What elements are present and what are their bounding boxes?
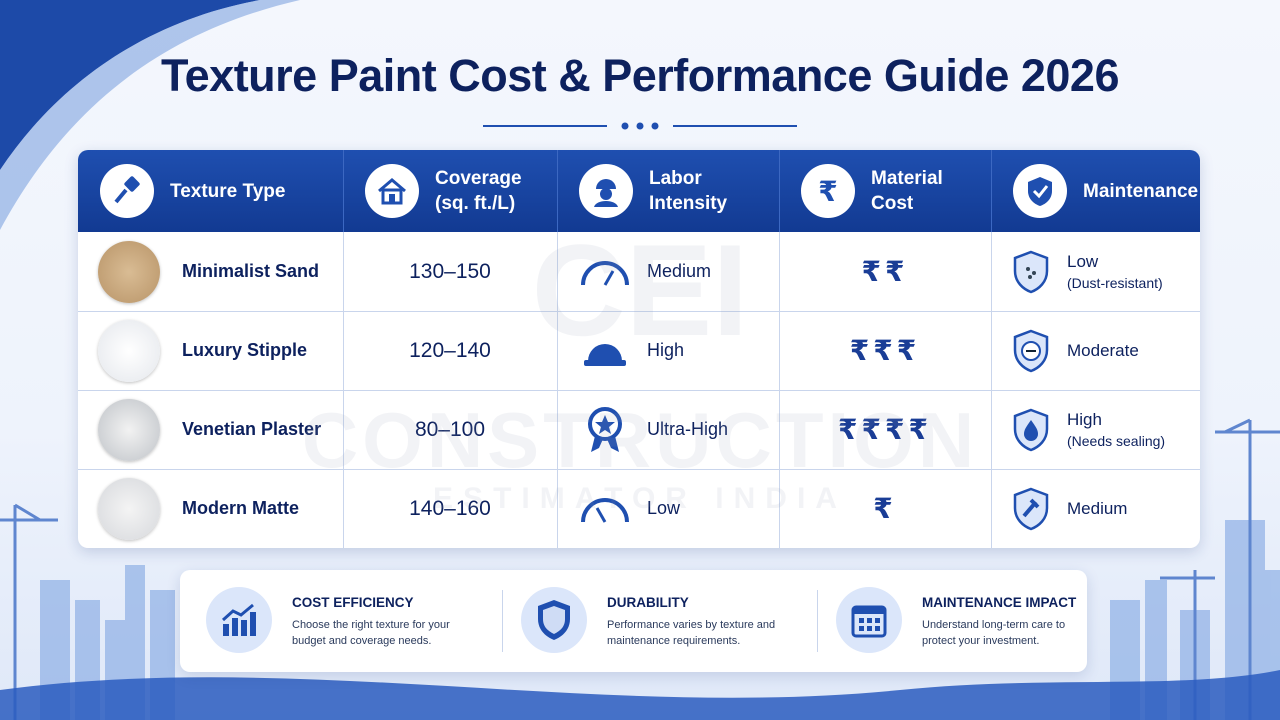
card-text: Choose the right texture for your budget…: [292, 619, 450, 647]
column-header: ₹ Material Cost: [779, 150, 991, 232]
column-divider: [343, 150, 344, 232]
highlights-panel: COST EFFICIENCY Choose the right texture …: [180, 570, 1087, 672]
header-icon: [579, 164, 633, 218]
texture-cell: Minimalist Sand: [78, 232, 343, 311]
texture-name: Venetian Plaster: [182, 419, 322, 439]
labor-level: High: [647, 340, 685, 360]
header-label: Material Cost: [871, 168, 943, 214]
texture-swatch: [98, 477, 160, 540]
texture-name: Luxury Stipple: [182, 340, 308, 360]
page-title: Texture Paint Cost & Performance Guide 2…: [161, 50, 1119, 101]
column-divider: [557, 150, 558, 232]
maintenance-icon: [1011, 328, 1051, 374]
maintenance-level: High: [1067, 410, 1102, 429]
labor-icon: [577, 333, 633, 369]
labor-level: Ultra-High: [647, 419, 729, 439]
header-label: Texture Type: [170, 180, 286, 202]
column-header: Texture Type: [78, 150, 343, 232]
texture-swatch: [98, 319, 160, 382]
maintenance-text: Medium: [1067, 499, 1127, 519]
labor-cell: Low: [557, 469, 779, 548]
labor-level: Medium: [647, 261, 712, 281]
maintenance-note: (Dust-resistant): [1067, 275, 1163, 291]
material-cost: ₹₹: [861, 256, 909, 287]
labor-cell: High: [557, 311, 779, 390]
texture-swatch: [98, 240, 160, 303]
card-title: DURABILITY: [607, 595, 689, 610]
maintenance-text: Moderate: [1067, 341, 1139, 361]
card-divider: [502, 590, 503, 652]
labor-icon: [577, 255, 633, 289]
header-icon: ₹: [801, 164, 855, 218]
texture-cell: Luxury Stipple: [78, 311, 343, 390]
material-cost: ₹₹₹₹: [838, 414, 932, 445]
header-icon: [365, 164, 419, 218]
labor-cell: Medium: [557, 232, 779, 311]
header-icon: [1013, 164, 1067, 218]
maintenance-cell: Low (Dust-resistant): [991, 232, 1200, 311]
maintenance-icon: [1011, 486, 1051, 532]
maintenance-cell: Medium: [991, 469, 1200, 548]
maintenance-level: Medium: [1067, 498, 1128, 518]
texture-cell: Venetian Plaster: [78, 390, 343, 469]
card-title: COST EFFICIENCY: [292, 595, 414, 610]
row-divider: [78, 311, 1200, 312]
watermark-line: ESTIMATOR INDIA: [433, 482, 847, 515]
header-label: Labor Intensity: [649, 168, 728, 214]
texture-swatch: [98, 398, 160, 461]
maintenance-note: (Needs sealing): [1067, 433, 1166, 449]
maintenance-icon: [1011, 249, 1051, 295]
header-label: Maintenance: [1083, 180, 1199, 202]
coverage-value: 130–150: [409, 259, 491, 283]
column-divider: [779, 150, 780, 232]
labor-cell: Ultra-High: [557, 390, 779, 469]
labor-level: Low: [647, 498, 681, 518]
texture-name: Minimalist Sand: [182, 261, 320, 281]
table-header: Texture Type Coverage (sq. ft./L) Labor In…: [78, 150, 1200, 232]
row-divider: [78, 390, 1200, 391]
card-icon: [521, 587, 587, 653]
card-title: MAINTENANCE IMPACT: [922, 595, 1077, 610]
coverage-value: 120–140: [409, 338, 491, 362]
watermark-mark: CEI: [531, 217, 749, 363]
column-header: Maintenance: [991, 150, 1200, 232]
maintenance-text: Low (Dust-resistant): [1067, 252, 1163, 291]
maintenance-level: Moderate: [1067, 340, 1139, 360]
column-divider: [991, 150, 992, 232]
card-divider: [817, 590, 818, 652]
labor-icon: [577, 406, 633, 454]
card-icon: [206, 587, 272, 653]
header-icon: [100, 164, 154, 218]
maintenance-cell: Moderate: [991, 311, 1200, 390]
column-header: Labor Intensity: [557, 150, 779, 232]
maintenance-level: Low: [1067, 252, 1099, 271]
watermark-line: CONSTRUCTION: [301, 396, 979, 484]
maintenance-icon: [1011, 407, 1051, 453]
maintenance-cell: High (Needs sealing): [991, 390, 1200, 469]
column-header: Coverage (sq. ft./L): [343, 150, 557, 232]
svg-text:₹: ₹: [818, 176, 837, 207]
cost-table: Texture Type Coverage (sq. ft./L) Labor In…: [78, 150, 1200, 548]
header-label: Coverage (sq. ft./L): [435, 168, 522, 214]
coverage-value: 80–100: [414, 417, 486, 441]
maintenance-text: High (Needs sealing): [1067, 410, 1165, 449]
material-cost: ₹: [873, 493, 897, 524]
coverage-value: 140–160: [409, 496, 491, 520]
material-cost: ₹₹₹: [849, 335, 921, 366]
card-text: Understand long-term care to protect you…: [922, 619, 1066, 647]
labor-icon: [577, 492, 633, 526]
card-text: Performance varies by texture and mainte…: [607, 619, 776, 647]
card-icon: [836, 587, 902, 653]
row-divider: [78, 469, 1200, 470]
texture-cell: Modern Matte: [78, 469, 343, 548]
texture-name: Modern Matte: [182, 498, 299, 518]
